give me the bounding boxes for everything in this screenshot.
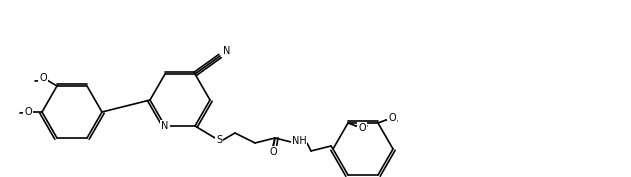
Text: S: S — [216, 135, 222, 145]
Text: O: O — [269, 147, 277, 157]
Text: N: N — [223, 46, 231, 56]
Text: NH: NH — [292, 136, 307, 146]
Text: N: N — [162, 121, 168, 131]
Text: O: O — [388, 113, 396, 123]
Text: O: O — [24, 107, 32, 117]
Text: O: O — [358, 123, 366, 133]
Text: O: O — [39, 73, 47, 83]
